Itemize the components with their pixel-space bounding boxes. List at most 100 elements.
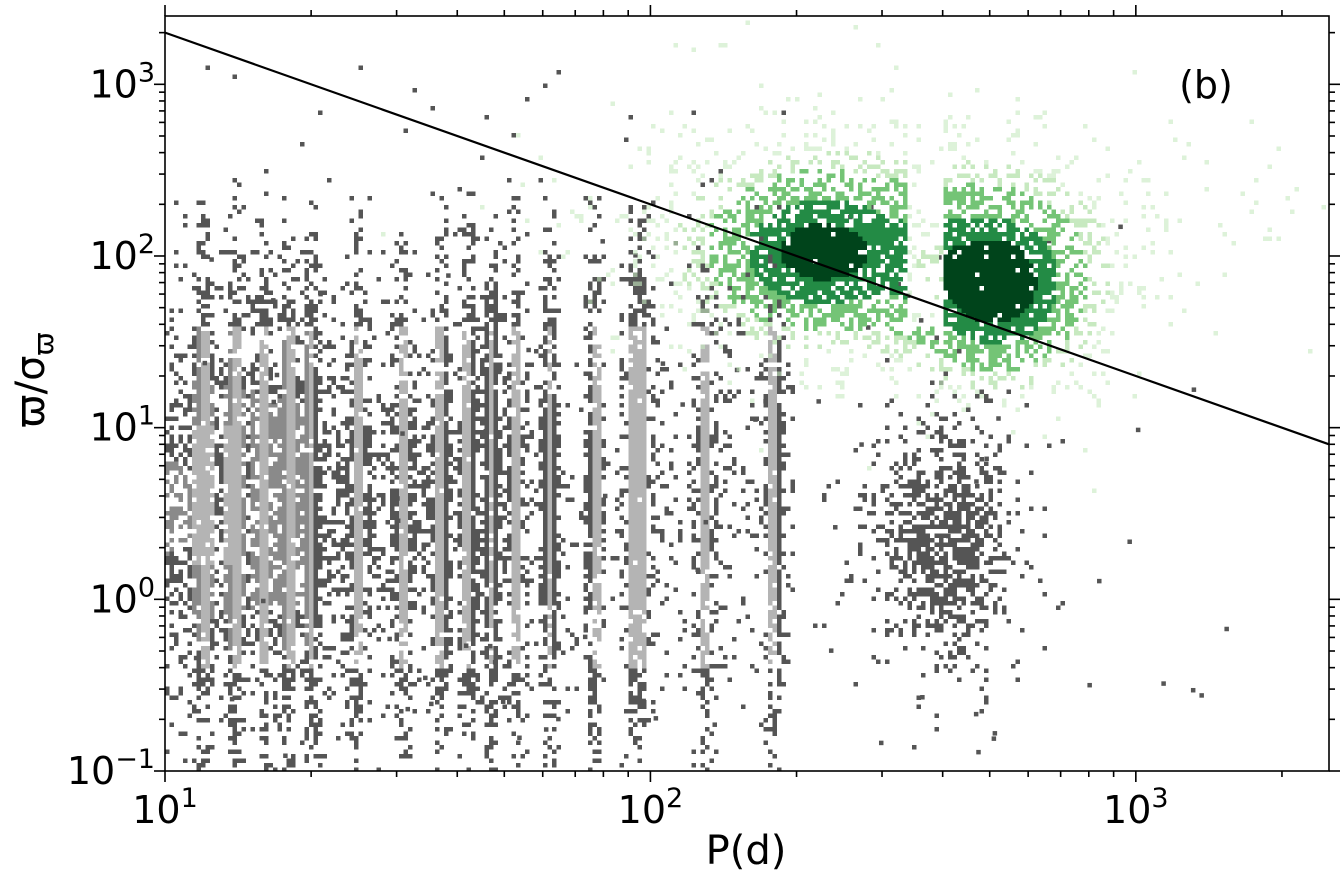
grey-bin: [300, 380, 305, 385]
grey-bin: [318, 533, 323, 538]
grey-bin: [511, 610, 516, 615]
grey-bin: [552, 241, 557, 246]
grey-bin: [511, 457, 516, 462]
grey-bin: [583, 488, 588, 493]
grey-bin: [210, 367, 215, 372]
grey-bin: [237, 686, 242, 691]
grey-bin: [273, 385, 278, 390]
grey-bin: [214, 547, 219, 552]
grey-bin: [286, 758, 291, 763]
grey-bin: [403, 529, 408, 534]
grey-bin: [525, 448, 530, 453]
grey-bin: [547, 281, 552, 286]
grey-bin: [282, 461, 287, 466]
grey-bin: [403, 641, 408, 646]
grey-bin: [349, 668, 354, 673]
grey-bin: [511, 466, 516, 471]
grey-bin: [223, 376, 228, 381]
grey-bin: [471, 317, 476, 322]
grey-bin: [493, 524, 498, 529]
grey-bin: [462, 344, 467, 349]
grey-bin: [516, 479, 521, 484]
grey-bin: [471, 506, 476, 511]
grey-bin: [201, 385, 206, 390]
grey-bin: [246, 466, 251, 471]
grey-bin: [480, 443, 485, 448]
grey-bin: [390, 362, 395, 367]
grey-bin: [309, 592, 314, 597]
grey-bin: [187, 484, 192, 489]
grey-bin: [259, 542, 264, 547]
grey-bin: [390, 479, 395, 484]
grey-bin: [196, 416, 201, 421]
grey-bin: [354, 623, 359, 628]
grey-bin: [408, 547, 413, 552]
grey-bin: [435, 515, 440, 520]
grey-bin: [187, 466, 192, 471]
grey-bin: [259, 628, 264, 633]
grey-bin: [286, 524, 291, 529]
grey-bin: [241, 623, 246, 628]
grey-bin: [264, 691, 269, 696]
grey-bin: [543, 322, 548, 327]
grey-bin: [214, 461, 219, 466]
grey-bin: [466, 520, 471, 525]
grey-bin: [412, 709, 417, 714]
grey-bin: [268, 421, 273, 426]
grey-bin: [205, 587, 210, 592]
grey-bin: [264, 569, 269, 574]
grey-bin: [435, 470, 440, 475]
grey-bin: [547, 493, 552, 498]
grey-bin: [516, 448, 521, 453]
grey-bin: [507, 452, 512, 457]
grey-bin: [516, 466, 521, 471]
grey-bin: [597, 587, 602, 592]
grey-bin: [273, 583, 278, 588]
grey-bin: [291, 416, 296, 421]
grey-bin: [165, 448, 170, 453]
grey-bin: [277, 601, 282, 606]
grey-bin: [183, 353, 188, 358]
grey-bin: [484, 515, 489, 520]
grey-bin: [228, 655, 233, 660]
grey-bin: [471, 605, 476, 610]
grey-bin: [219, 461, 224, 466]
grey-bin: [462, 439, 467, 444]
grey-bin: [543, 556, 548, 561]
grey-bin: [547, 682, 552, 687]
grey-bin: [295, 439, 300, 444]
grey-bin: [228, 398, 233, 403]
grey-bin: [421, 317, 426, 322]
grey-bin: [340, 488, 345, 493]
grey-bin: [277, 497, 282, 502]
grey-bin: [259, 754, 264, 759]
grey-bin: [439, 686, 444, 691]
grey-bin: [237, 466, 242, 471]
grey-bin: [592, 668, 597, 673]
grey-bin: [466, 497, 471, 502]
grey-bin: [354, 322, 359, 327]
grey-bin: [543, 448, 548, 453]
grey-bin: [399, 560, 404, 565]
grey-bin: [457, 488, 462, 493]
grey-bin: [538, 439, 543, 444]
grey-bin: [354, 430, 359, 435]
grey-bin: [435, 587, 440, 592]
grey-bin: [520, 380, 525, 385]
grey-bin: [588, 286, 593, 291]
grey-bin: [340, 286, 345, 291]
grey-bin: [295, 614, 300, 619]
grey-bin: [448, 650, 453, 655]
grey-bin: [588, 596, 593, 601]
grey-bin: [556, 745, 561, 750]
grey-bin: [552, 704, 557, 709]
grey-bin: [561, 470, 566, 475]
grey-bin: [439, 434, 444, 439]
grey-bin: [205, 628, 210, 633]
grey-bin: [286, 448, 291, 453]
grey-bin: [552, 497, 557, 502]
grey-bin: [556, 421, 561, 426]
grey-bin: [489, 704, 494, 709]
grey-bin: [376, 574, 381, 579]
grey-bin: [264, 317, 269, 322]
